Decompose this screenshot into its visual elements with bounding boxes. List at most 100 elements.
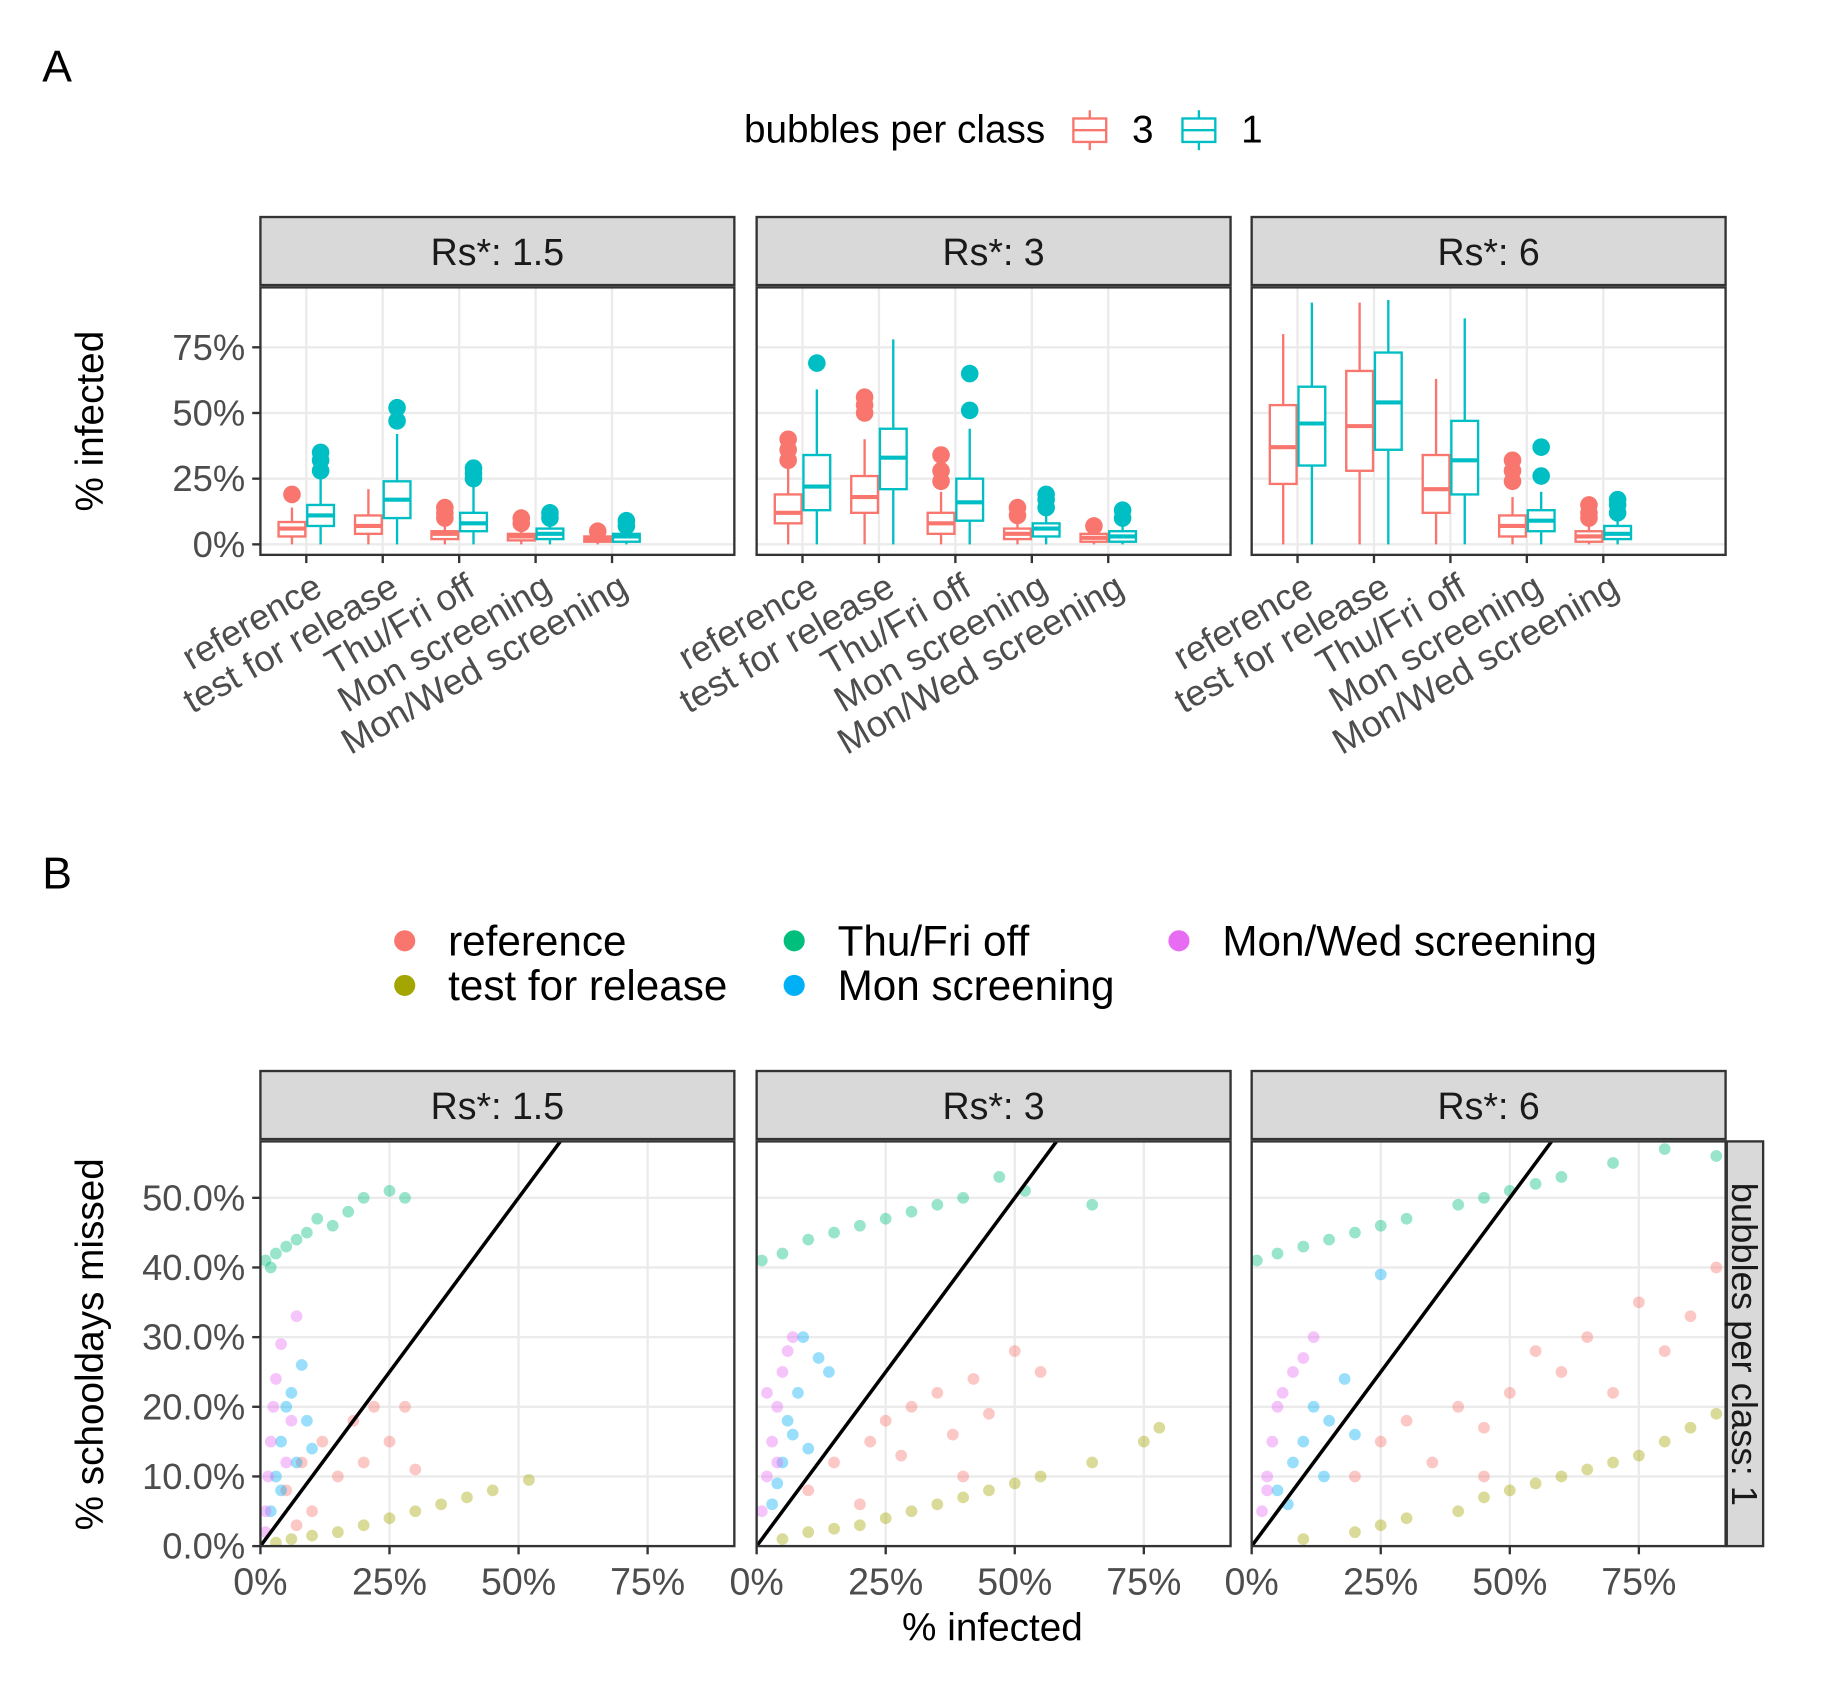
point <box>983 1484 995 1497</box>
point <box>280 1240 293 1253</box>
point <box>905 1400 918 1413</box>
point <box>280 1484 293 1497</box>
box <box>1297 385 1327 467</box>
point <box>399 1400 411 1413</box>
point <box>828 1456 840 1469</box>
point <box>905 1505 918 1518</box>
box <box>955 477 985 522</box>
panel-background <box>260 1141 735 1547</box>
point <box>1271 1247 1284 1260</box>
point <box>1086 1198 1099 1211</box>
point <box>1008 1477 1021 1490</box>
point <box>295 1359 308 1371</box>
legend-key <box>783 930 805 952</box>
panel-border <box>755 286 1232 557</box>
point <box>331 1470 344 1483</box>
y-tick-label: 10.0% <box>142 1456 245 1497</box>
point <box>383 1512 396 1525</box>
x-tick-label: 75% <box>1601 1560 1676 1602</box>
point <box>931 1498 944 1511</box>
point <box>1555 1366 1568 1378</box>
reference-line <box>1251 1141 1554 1547</box>
facet-label: Rs*: 1.5 <box>431 231 564 273</box>
outlier <box>779 430 797 449</box>
point <box>766 1498 778 1511</box>
point <box>316 1435 329 1448</box>
y-axis-title: % schooldays missed <box>69 1158 112 1530</box>
point <box>781 1414 794 1427</box>
point <box>285 1386 298 1399</box>
point <box>776 1247 789 1260</box>
facet-label: Rs*: 3 <box>943 1085 1045 1127</box>
point <box>993 1171 1006 1183</box>
point <box>864 1435 877 1448</box>
point <box>879 1512 892 1525</box>
outlier <box>855 388 874 407</box>
point <box>756 1254 768 1267</box>
facet-strip <box>1250 1069 1727 1141</box>
point <box>1008 1345 1021 1357</box>
point <box>264 1261 277 1274</box>
point <box>895 1449 908 1462</box>
box <box>1421 453 1451 514</box>
point <box>802 1233 815 1246</box>
point <box>1271 1400 1284 1413</box>
point <box>1607 1386 1619 1399</box>
point <box>1658 1435 1671 1448</box>
legend-label: reference <box>448 917 626 964</box>
outlier <box>960 364 979 383</box>
point <box>1297 1533 1310 1546</box>
point <box>983 1407 995 1420</box>
outlier <box>1037 485 1055 504</box>
point <box>326 1219 339 1232</box>
panel-label: A <box>42 42 72 91</box>
y-tick-label: 30.0% <box>142 1317 245 1358</box>
point <box>776 1533 789 1546</box>
point <box>1632 1296 1645 1309</box>
facet-strip <box>1725 1140 1765 1548</box>
point <box>1710 1150 1723 1162</box>
outlier <box>436 498 454 517</box>
point <box>1452 1198 1465 1211</box>
outlier <box>1580 496 1598 514</box>
point <box>776 1366 789 1378</box>
panel-border <box>755 1140 1232 1548</box>
point <box>280 1400 293 1413</box>
legend-key <box>783 974 805 996</box>
box <box>850 474 880 514</box>
point <box>879 1414 892 1427</box>
point <box>879 1212 892 1225</box>
outlier <box>932 446 950 464</box>
panel-background <box>756 1141 1231 1547</box>
point <box>771 1456 784 1469</box>
panel-background <box>260 287 735 555</box>
point <box>368 1400 380 1413</box>
point <box>1632 1449 1645 1462</box>
outlier <box>388 412 406 430</box>
point <box>435 1498 447 1511</box>
point <box>1452 1400 1465 1413</box>
point <box>931 1198 944 1211</box>
point <box>1153 1421 1166 1434</box>
panel-border <box>259 286 736 557</box>
point <box>1323 1414 1335 1427</box>
point <box>311 1212 324 1225</box>
point <box>957 1491 970 1504</box>
facet-label: Rs*: 3 <box>943 231 1045 273</box>
point <box>786 1331 799 1344</box>
facet-label: Rs*: 6 <box>1438 231 1540 273</box>
point <box>1297 1435 1310 1448</box>
legend-label: 3 <box>1132 109 1154 152</box>
point <box>264 1505 277 1518</box>
point <box>285 1533 298 1546</box>
point <box>1261 1470 1274 1483</box>
point <box>1349 1526 1361 1539</box>
facet-strip <box>755 1069 1232 1141</box>
x-axis-title: % infected <box>902 1607 1083 1650</box>
y-tick-label: 20.0% <box>142 1386 245 1427</box>
point <box>1287 1366 1299 1378</box>
point <box>290 1233 303 1246</box>
point <box>761 1386 773 1399</box>
panel-border <box>1250 286 1727 557</box>
point <box>1555 1470 1568 1483</box>
